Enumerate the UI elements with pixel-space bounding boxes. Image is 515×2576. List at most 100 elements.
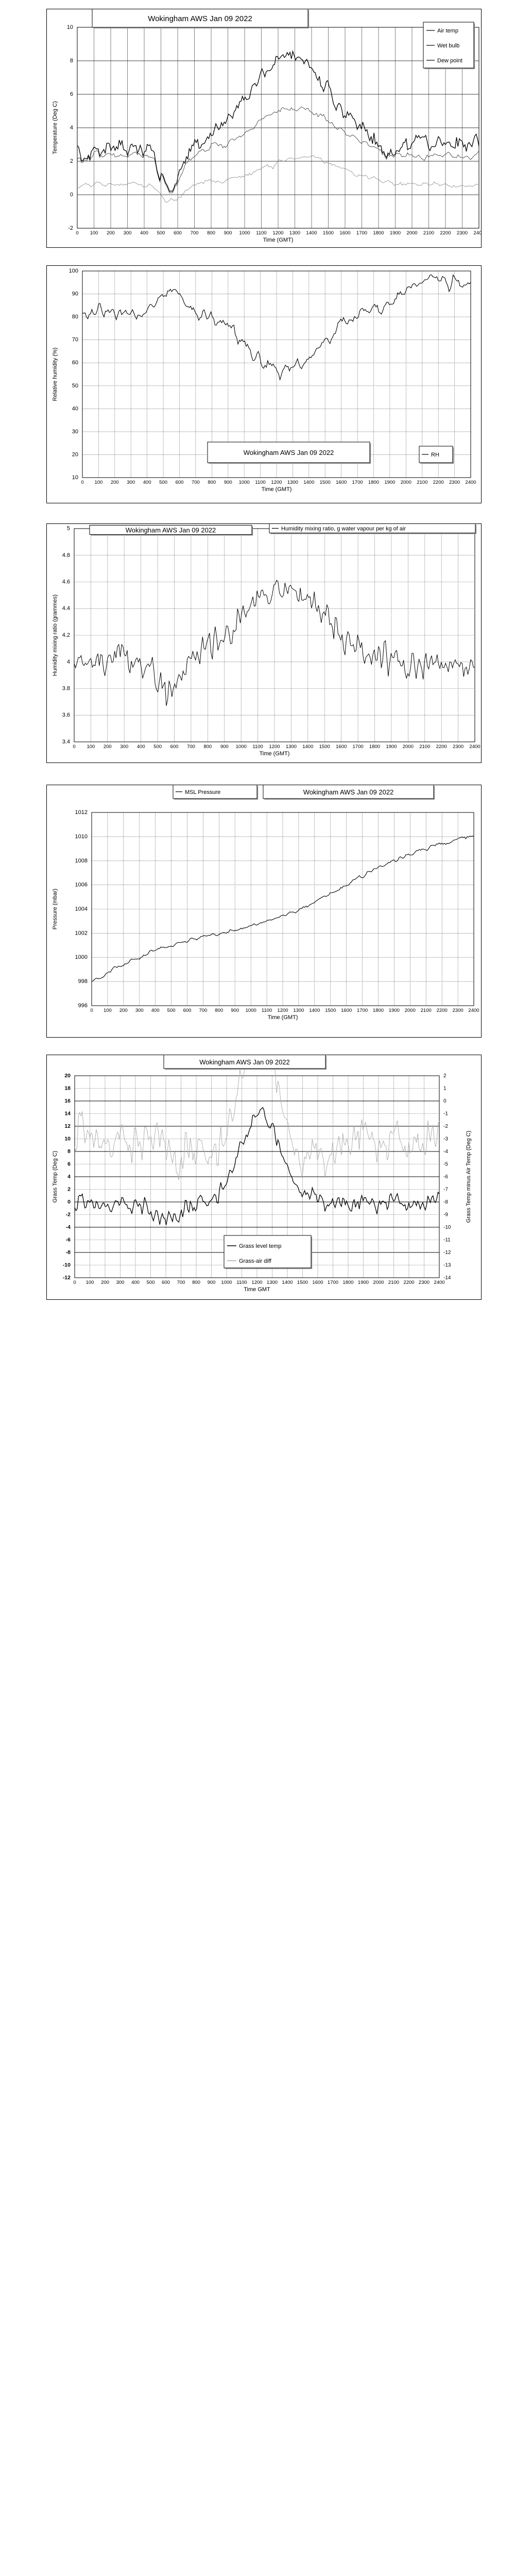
svg-text:1000: 1000 (75, 954, 88, 960)
svg-text:2000: 2000 (405, 1008, 416, 1013)
svg-text:700: 700 (192, 480, 200, 485)
svg-text:1800: 1800 (373, 1008, 384, 1013)
svg-text:-1: -1 (443, 1111, 448, 1117)
svg-text:2000: 2000 (401, 480, 411, 485)
svg-text:5: 5 (67, 526, 70, 532)
svg-text:1600: 1600 (336, 480, 347, 485)
svg-text:200: 200 (107, 230, 115, 236)
svg-text:RH: RH (431, 452, 439, 458)
svg-text:2: 2 (70, 158, 73, 164)
svg-text:3.8: 3.8 (62, 686, 70, 692)
svg-text:1008: 1008 (75, 858, 88, 864)
svg-text:Wet bulb: Wet bulb (437, 43, 459, 49)
svg-text:Time GMT: Time GMT (244, 1286, 270, 1293)
svg-text:20: 20 (64, 1073, 71, 1079)
svg-text:1200: 1200 (271, 480, 282, 485)
svg-text:900: 900 (208, 1280, 216, 1285)
svg-text:-4: -4 (443, 1149, 448, 1155)
svg-text:2: 2 (443, 1073, 447, 1079)
svg-text:2: 2 (67, 1187, 71, 1193)
svg-text:2200: 2200 (437, 1008, 448, 1013)
svg-text:1004: 1004 (75, 906, 88, 912)
svg-text:0: 0 (70, 192, 73, 198)
svg-text:2200: 2200 (436, 744, 447, 750)
svg-text:900: 900 (231, 1008, 239, 1013)
svg-text:1200: 1200 (269, 744, 280, 750)
svg-text:-7: -7 (443, 1187, 448, 1193)
svg-text:50: 50 (72, 383, 78, 389)
svg-text:1800: 1800 (373, 230, 384, 236)
svg-text:100: 100 (87, 744, 95, 750)
svg-text:Humidity mixing ratio (grammes: Humidity mixing ratio (grammes) (52, 595, 58, 676)
svg-text:1900: 1900 (358, 1280, 369, 1285)
svg-text:1300: 1300 (287, 480, 298, 485)
svg-text:90: 90 (72, 291, 78, 297)
svg-text:1002: 1002 (75, 930, 88, 936)
svg-text:60: 60 (72, 360, 78, 366)
svg-text:800: 800 (215, 1008, 223, 1013)
svg-text:-9: -9 (443, 1212, 448, 1218)
svg-text:400: 400 (137, 744, 145, 750)
svg-text:1400: 1400 (306, 230, 317, 236)
svg-text:Wokingham AWS Jan 09 2022: Wokingham AWS Jan 09 2022 (303, 788, 394, 796)
svg-text:1800: 1800 (368, 480, 379, 485)
svg-text:1700: 1700 (357, 1008, 368, 1013)
svg-text:600: 600 (174, 230, 182, 236)
svg-text:400: 400 (140, 230, 148, 236)
svg-text:4: 4 (70, 125, 73, 131)
svg-text:2300: 2300 (449, 480, 460, 485)
svg-text:40: 40 (72, 405, 78, 412)
svg-text:700: 700 (177, 1280, 185, 1285)
svg-text:300: 300 (135, 1008, 144, 1013)
svg-text:-11: -11 (443, 1238, 451, 1243)
svg-text:1800: 1800 (369, 744, 380, 750)
svg-text:0: 0 (81, 480, 83, 485)
svg-text:100: 100 (90, 230, 98, 236)
svg-text:400: 400 (131, 1280, 140, 1285)
svg-text:900: 900 (220, 744, 229, 750)
svg-text:1600: 1600 (312, 1280, 323, 1285)
svg-text:Wokingham AWS Jan 09 2022: Wokingham AWS Jan 09 2022 (148, 14, 252, 23)
svg-text:1100: 1100 (255, 480, 265, 485)
svg-text:1700: 1700 (328, 1280, 338, 1285)
svg-text:Grass level temp: Grass level temp (239, 1243, 282, 1249)
svg-text:1400: 1400 (282, 1280, 293, 1285)
svg-text:0: 0 (76, 230, 78, 236)
svg-text:1200: 1200 (272, 230, 283, 236)
svg-text:2400: 2400 (473, 230, 482, 236)
svg-text:200: 200 (119, 1008, 128, 1013)
svg-text:10: 10 (64, 1136, 71, 1142)
svg-text:12: 12 (64, 1123, 71, 1129)
svg-text:4.6: 4.6 (62, 579, 70, 585)
svg-text:-2: -2 (443, 1124, 448, 1129)
svg-text:1500: 1500 (297, 1280, 308, 1285)
svg-text:1700: 1700 (353, 744, 364, 750)
svg-text:100: 100 (104, 1008, 112, 1013)
svg-text:3.4: 3.4 (62, 739, 70, 745)
svg-text:1500: 1500 (320, 480, 331, 485)
svg-text:1300: 1300 (289, 230, 300, 236)
svg-text:100: 100 (86, 1280, 94, 1285)
svg-text:4: 4 (67, 1174, 71, 1180)
svg-text:6: 6 (67, 1161, 71, 1167)
svg-text:2400: 2400 (434, 1280, 444, 1285)
svg-text:Relative humidity (%): Relative humidity (%) (52, 348, 58, 401)
svg-text:2400: 2400 (465, 480, 476, 485)
svg-text:2100: 2100 (417, 480, 427, 485)
svg-text:900: 900 (224, 480, 232, 485)
svg-text:18: 18 (64, 1086, 71, 1092)
svg-text:-5: -5 (443, 1162, 448, 1167)
svg-text:Air temp: Air temp (437, 28, 458, 34)
svg-text:1100: 1100 (236, 1280, 247, 1285)
svg-text:500: 500 (157, 230, 165, 236)
svg-text:Wokingham AWS Jan 09 2022: Wokingham AWS Jan 09 2022 (126, 527, 216, 534)
svg-text:500: 500 (147, 1280, 155, 1285)
svg-text:Time (GMT): Time (GMT) (262, 486, 292, 493)
svg-text:-2: -2 (68, 225, 73, 231)
svg-text:1006: 1006 (75, 882, 88, 888)
svg-text:8: 8 (70, 58, 73, 64)
svg-text:-10: -10 (443, 1225, 451, 1230)
svg-text:1500: 1500 (323, 230, 334, 236)
svg-text:300: 300 (124, 230, 132, 236)
svg-text:4.4: 4.4 (62, 605, 70, 612)
